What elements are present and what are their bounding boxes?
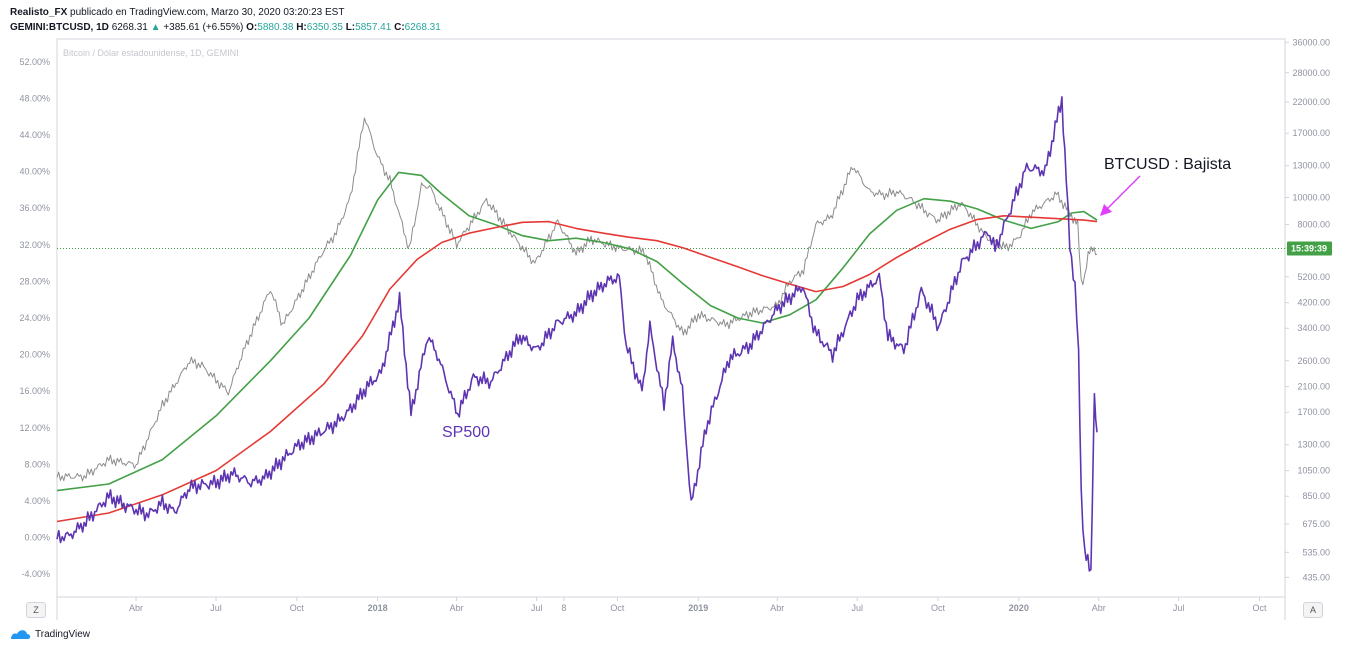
left-axis-tick-label: 20.00% xyxy=(19,350,50,360)
time-axis-tick-label: Jul xyxy=(851,603,863,613)
auto-scale-left-button[interactable]: Z xyxy=(26,602,46,618)
time-axis-tick-label: 2018 xyxy=(368,603,388,613)
right-axis-tick-label: 4200.00 xyxy=(1297,298,1330,308)
right-axis-tick-label: 1300.00 xyxy=(1297,440,1330,450)
left-axis-tick-label: 12.00% xyxy=(19,423,50,433)
time-axis-tick-label: 2020 xyxy=(1009,603,1029,613)
annotation-layer: BTCUSD : Bajista SP500 xyxy=(442,156,1231,441)
right-axis-tick-label: 3400.00 xyxy=(1297,323,1330,333)
annotation-btcusd-bajista: BTCUSD : Bajista xyxy=(1104,156,1231,173)
left-axis-tick-label: 4.00% xyxy=(24,496,50,506)
annotation-arrowhead-icon xyxy=(1100,204,1112,216)
price-tag-label: 15:39:39 xyxy=(1291,243,1327,253)
time-axis-tick-label: Oct xyxy=(610,603,625,613)
published-text: publicado en TradingView.com, Marzo 30, … xyxy=(70,7,345,18)
time-axis-tick-label: Jul xyxy=(531,603,543,613)
right-axis-tick-label: 17000.00 xyxy=(1292,128,1330,138)
right-axis-tick-label: 5200.00 xyxy=(1297,272,1330,282)
low-label: L: xyxy=(345,22,356,33)
publisher-name[interactable]: Realisto_FX xyxy=(10,7,68,18)
right-axis-tick-label: 22000.00 xyxy=(1292,97,1330,107)
right-axis-tick-label: 13000.00 xyxy=(1292,161,1330,171)
symbol-label: GEMINI:BTCUSD, 1D xyxy=(10,22,109,33)
right-axis-tick-label: 1050.00 xyxy=(1297,466,1330,476)
price-tag-box xyxy=(1287,241,1332,256)
left-axis-tick-label: 44.00% xyxy=(19,130,50,140)
time-axis: Abr Jul Oct 2018 Abr Jul 8 Oct 2019 Abr Jul Oct 2020… xyxy=(129,597,1267,613)
change-value: +385.61 (+6.55%) xyxy=(163,22,244,33)
right-axis-tick-label: 2600.00 xyxy=(1297,356,1330,366)
left-axis-tick-label: 36.00% xyxy=(19,203,50,213)
auto-scale-right-button[interactable]: A xyxy=(1303,602,1323,618)
right-axis-tick-label: 850.00 xyxy=(1302,491,1330,501)
change-arrow: ▲ xyxy=(150,22,161,33)
series-layer: 15:39:39 xyxy=(56,96,1332,572)
time-axis-tick-label: Jul xyxy=(210,603,222,613)
right-axis-tick-label: 28000.00 xyxy=(1292,68,1330,78)
left-axis-tick-label: 0.00% xyxy=(24,533,50,543)
annotation-sp500-label: SP500 xyxy=(442,424,490,441)
open-value: 5880.38 xyxy=(257,22,294,33)
time-axis-tick-label: Oct xyxy=(1252,603,1267,613)
time-axis-tick-label: Oct xyxy=(931,603,946,613)
ohlc-line: GEMINI:BTCUSD, 1D 6268.31 ▲ +385.61 (+6.… xyxy=(10,22,441,33)
ma-slow-series-line[interactable] xyxy=(56,215,1098,523)
last-price: 6268.31 xyxy=(111,22,148,33)
time-axis-tick-label: 8 xyxy=(561,603,566,613)
open-label: O: xyxy=(246,22,258,33)
publication-line: Realisto_FX publicado en TradingView.com… xyxy=(10,7,344,18)
time-axis-tick-label: Oct xyxy=(290,603,305,613)
high-label: H: xyxy=(296,22,307,33)
left-axis-tick-label: 16.00% xyxy=(19,386,50,396)
right-axis-tick-label: 36000.00 xyxy=(1292,37,1330,47)
left-axis-tick-label: 24.00% xyxy=(19,313,50,323)
left-axis-tick-label: 28.00% xyxy=(19,276,50,286)
footer: TradingView xyxy=(10,628,90,640)
time-axis-tick-label: Abr xyxy=(1092,603,1106,613)
time-axis-tick-label: Jul xyxy=(1173,603,1185,613)
brand-name[interactable]: TradingView xyxy=(35,628,91,640)
tradingview-logo-icon xyxy=(11,630,31,639)
time-axis-tick-label: Abr xyxy=(450,603,464,613)
time-axis-tick-label: Abr xyxy=(129,603,143,613)
ma-fast-series-line[interactable] xyxy=(56,171,1098,492)
left-axis: 52.00% 48.00% 44.00% 40.00% 36.00% 32.00% 28.0… xyxy=(19,57,50,579)
left-axis-tick-label: -4.00% xyxy=(21,569,50,579)
left-axis-tick-label: 40.00% xyxy=(19,167,50,177)
right-axis-tick-label: 2100.00 xyxy=(1297,382,1330,392)
sp500-series-line[interactable] xyxy=(56,96,1098,572)
btc-series-line[interactable] xyxy=(56,117,1098,482)
plot-area[interactable] xyxy=(56,38,1286,598)
right-axis-tick-label: 10000.00 xyxy=(1292,193,1330,203)
right-axis-tick-label: 535.00 xyxy=(1302,547,1330,557)
right-axis-tick-label: 8000.00 xyxy=(1297,220,1330,230)
left-axis-tick-label: 8.00% xyxy=(24,459,50,469)
chart-watermark: Bitcoin / Dólar estadounidense, 1D, GEMI… xyxy=(63,48,239,58)
right-axis: 36000.00 28000.00 22000.00 17000.00 13000.00… xyxy=(1285,37,1330,582)
left-axis-tick-label: 52.00% xyxy=(19,57,50,67)
annotation-arrow-line xyxy=(1102,175,1141,214)
left-axis-tick-label: 32.00% xyxy=(19,240,50,250)
time-axis-tick-label: 2019 xyxy=(688,603,708,613)
right-axis-tick-label: 675.00 xyxy=(1302,519,1330,529)
left-axis-tick-label: 48.00% xyxy=(19,93,50,103)
close-value: 6268.31 xyxy=(404,22,441,33)
right-axis-tick-label: 435.00 xyxy=(1302,572,1330,582)
high-value: 6350.35 xyxy=(306,22,343,33)
time-axis-tick-label: Abr xyxy=(770,603,784,613)
right-axis-tick-label: 1700.00 xyxy=(1297,407,1330,417)
low-value: 5857.41 xyxy=(355,22,392,33)
close-label: C: xyxy=(394,22,405,33)
